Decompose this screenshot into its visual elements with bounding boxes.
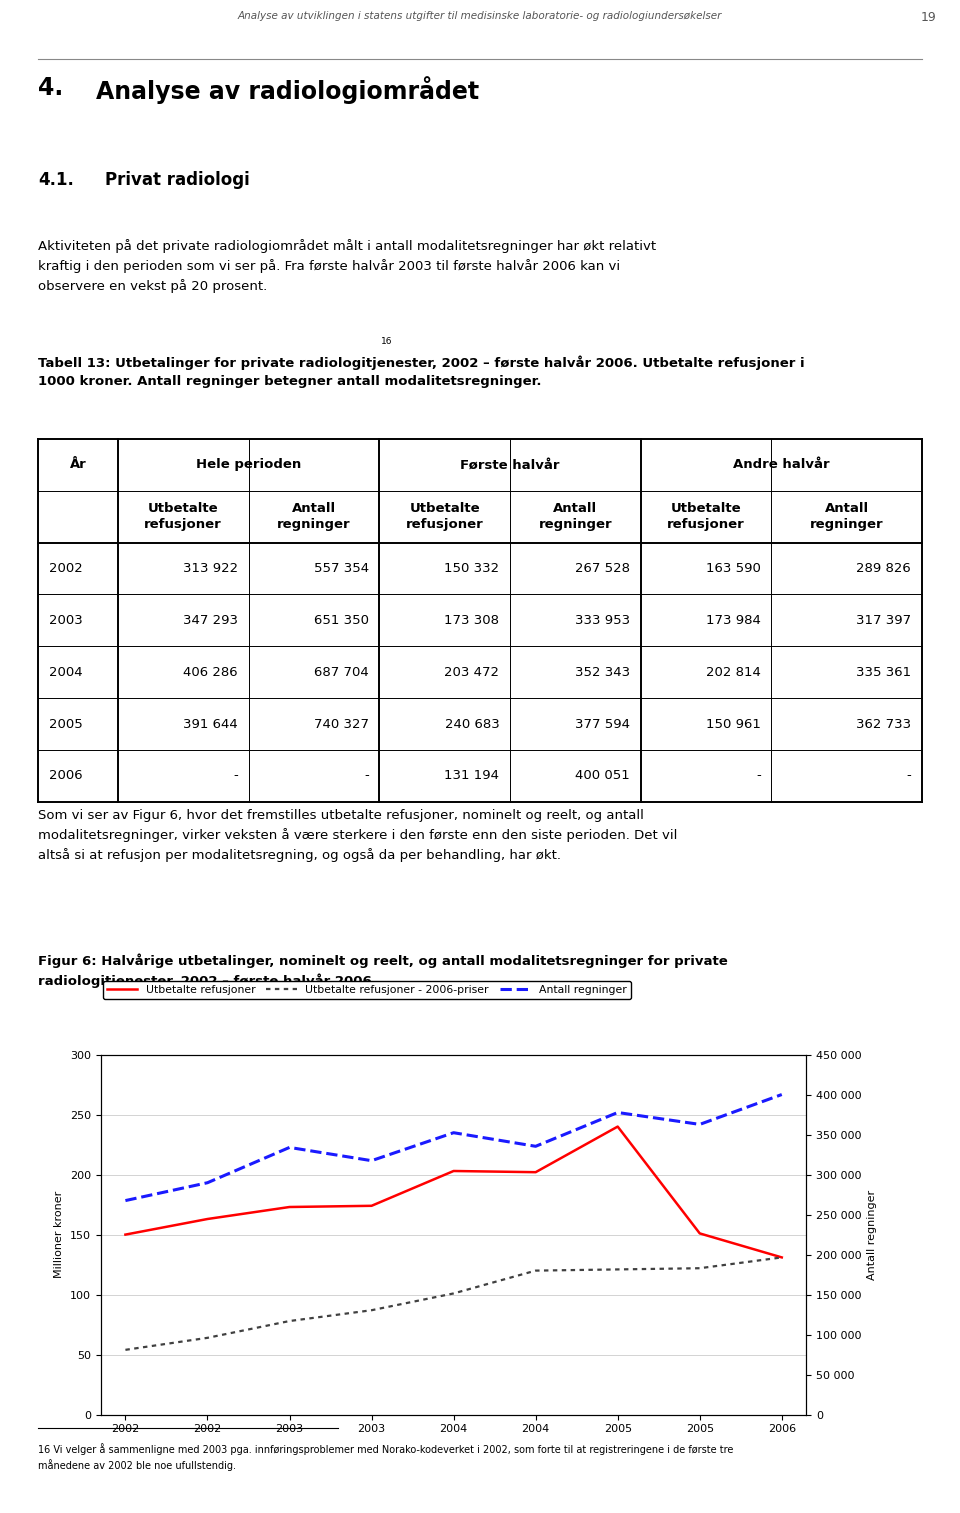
- Text: Hele perioden: Hele perioden: [196, 458, 301, 471]
- Text: Antall
regninger: Antall regninger: [539, 502, 612, 531]
- Text: 150 961: 150 961: [706, 717, 761, 731]
- Text: 289 826: 289 826: [856, 561, 911, 575]
- Text: -: -: [756, 770, 761, 782]
- Text: 2004: 2004: [49, 666, 83, 679]
- Text: 2005: 2005: [49, 717, 83, 731]
- Text: 2003: 2003: [49, 614, 83, 626]
- Text: Utbetalte
refusjoner: Utbetalte refusjoner: [144, 502, 222, 531]
- Text: Antall
regninger: Antall regninger: [809, 502, 883, 531]
- Text: 240 683: 240 683: [444, 717, 499, 731]
- Text: 335 361: 335 361: [856, 666, 911, 679]
- Text: Analyse av utviklingen i statens utgifter til medisinske laboratorie- og radiolo: Analyse av utviklingen i statens utgifte…: [238, 11, 722, 21]
- Text: 202 814: 202 814: [706, 666, 761, 679]
- Text: 173 308: 173 308: [444, 614, 499, 626]
- Text: 333 953: 333 953: [575, 614, 630, 626]
- Text: Analyse av radiologiområdet: Analyse av radiologiområdet: [96, 76, 479, 103]
- Text: Første halvår: Første halvår: [460, 458, 560, 471]
- Text: 377 594: 377 594: [575, 717, 630, 731]
- Text: År: År: [70, 458, 86, 471]
- Text: 391 644: 391 644: [183, 717, 238, 731]
- Text: 131 194: 131 194: [444, 770, 499, 782]
- Text: Utbetalte
refusjoner: Utbetalte refusjoner: [667, 502, 745, 531]
- Text: 163 590: 163 590: [706, 561, 761, 575]
- Text: 4.1.: 4.1.: [38, 171, 74, 189]
- Text: 400 051: 400 051: [575, 770, 630, 782]
- Text: Andre halvår: Andre halvår: [732, 458, 829, 471]
- Text: 313 922: 313 922: [182, 561, 238, 575]
- Text: 352 343: 352 343: [575, 666, 630, 679]
- Text: 557 354: 557 354: [314, 561, 369, 575]
- Text: 406 286: 406 286: [183, 666, 238, 679]
- Text: 4.: 4.: [38, 76, 63, 100]
- Text: 740 327: 740 327: [314, 717, 369, 731]
- Text: Figur 6: Halvårige utbetalinger, nominelt og reelt, og antall modalitetsregninge: Figur 6: Halvårige utbetalinger, nominel…: [38, 953, 728, 988]
- Text: -: -: [233, 770, 238, 782]
- Text: 2006: 2006: [49, 770, 83, 782]
- Text: -: -: [364, 770, 369, 782]
- Text: Tabell 13: Utbetalinger for private radiologitjenester, 2002 – første halvår 200: Tabell 13: Utbetalinger for private radi…: [38, 356, 805, 387]
- Text: Privat radiologi: Privat radiologi: [105, 171, 250, 189]
- Y-axis label: Antall regninger: Antall regninger: [867, 1189, 877, 1280]
- Text: 651 350: 651 350: [314, 614, 369, 626]
- Text: 173 984: 173 984: [706, 614, 761, 626]
- Text: 687 704: 687 704: [314, 666, 369, 679]
- Text: 19: 19: [921, 11, 936, 24]
- Text: 317 397: 317 397: [856, 614, 911, 626]
- Text: Som vi ser av Figur 6, hvor det fremstilles utbetalte refusjoner, nominelt og re: Som vi ser av Figur 6, hvor det fremstil…: [38, 809, 678, 862]
- Text: Aktiviteten på det private radiologiområdet målt i antall modalitetsregninger ha: Aktiviteten på det private radiologiområ…: [38, 239, 657, 294]
- Text: -: -: [906, 770, 911, 782]
- Text: Antall
regninger: Antall regninger: [277, 502, 350, 531]
- Text: 203 472: 203 472: [444, 666, 499, 679]
- Text: 347 293: 347 293: [183, 614, 238, 626]
- Text: 362 733: 362 733: [856, 717, 911, 731]
- Legend: Utbetalte refusjoner, Utbetalte refusjoner - 2006-priser, Antall regninger: Utbetalte refusjoner, Utbetalte refusjon…: [103, 980, 631, 1000]
- Text: 16: 16: [381, 337, 393, 346]
- Y-axis label: Millioner kroner: Millioner kroner: [55, 1191, 64, 1278]
- Text: 2002: 2002: [49, 561, 83, 575]
- Text: 150 332: 150 332: [444, 561, 499, 575]
- Text: Utbetalte
refusjoner: Utbetalte refusjoner: [406, 502, 484, 531]
- Text: 16 Vi velger å sammenligne med 2003 pga. innføringsproblemer med Norako-kodeverk: 16 Vi velger å sammenligne med 2003 pga.…: [38, 1443, 733, 1471]
- Text: 267 528: 267 528: [575, 561, 630, 575]
